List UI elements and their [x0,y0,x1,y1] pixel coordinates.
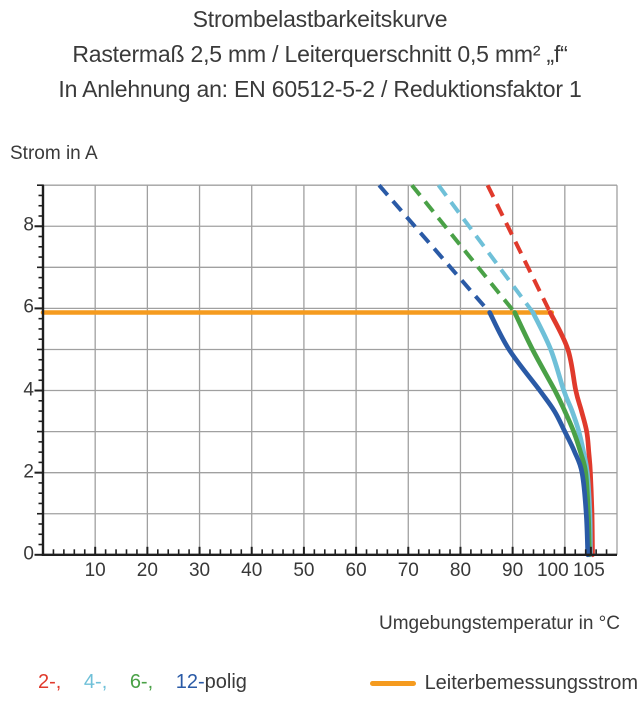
curve-dashed-2-polig [485,184,552,314]
legend-polig-suffix: polig [204,671,247,693]
legend-item-2-polig: 2-, [38,671,62,693]
legend-reference: Leiterbemessungsstrom [369,668,638,698]
legend: 2-, 4-, 6-, 12-polig Leiterbemessungsstr… [0,668,640,702]
chart-title-block: Strombelastbarkeitskurve Rastermaß 2,5 m… [0,2,640,107]
curve-6-polig [512,310,592,558]
curve-dashed-4-polig [436,184,535,314]
chart-subtitle: Rastermaß 2,5 mm / Leiterquerschnitt 0,5… [72,41,568,67]
chart-standard-note: In Anlehnung an: EN 60512-5-2 / Reduktio… [58,76,582,102]
tick-marks [34,184,608,556]
legend-item-12-polig: 12- [175,671,205,693]
legend-item-4-polig: 4-, [83,671,108,693]
legend-pole-counts: 2-, 4-, 6-, 12-polig [38,671,247,694]
legend-item-6-polig: 6-, [129,671,154,693]
curve-dashed-6-polig [410,183,517,314]
reference-line-swatch [369,680,416,686]
axes [41,185,617,556]
chart-title: Strombelastbarkeitskurve [192,6,448,32]
gridlines [43,184,618,555]
y-axis-label: Strom in A [10,143,98,164]
reference-line-label: Leiterbemessungsstrom [424,671,638,694]
curve-12-polig [487,310,591,558]
curve-dashed-12-polig [377,183,492,314]
x-axis-label: Umgebungstemperatur in °C [379,613,620,634]
